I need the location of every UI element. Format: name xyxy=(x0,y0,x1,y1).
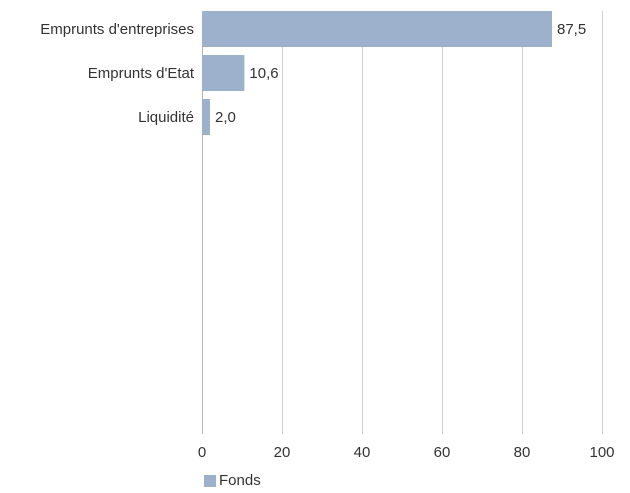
bar xyxy=(202,99,210,135)
legend-swatch-fonds xyxy=(204,474,216,487)
category-label: Emprunts d'entreprises xyxy=(40,21,194,38)
bars xyxy=(202,11,552,135)
x-tick-label: 80 xyxy=(514,444,531,461)
bar xyxy=(202,11,552,47)
legend: Fonds xyxy=(204,472,261,489)
category-label: Emprunts d'Etat xyxy=(88,65,195,82)
data-labels: 87,5 10,6 2,0 xyxy=(215,21,586,126)
data-label: 2,0 xyxy=(215,109,236,126)
x-tick-label: 40 xyxy=(354,444,371,461)
x-tick-label: 100 xyxy=(589,444,614,461)
bar xyxy=(202,55,245,91)
x-tick-label: 0 xyxy=(198,444,206,461)
data-label: 87,5 xyxy=(557,21,586,38)
category-label: Liquidité xyxy=(138,109,194,126)
x-axis-tick-labels: 0 20 40 60 80 100 xyxy=(198,444,615,461)
x-tick-label: 20 xyxy=(274,444,291,461)
gridlines xyxy=(202,11,603,434)
legend-label-fonds: Fonds xyxy=(219,472,261,489)
data-label: 10,6 xyxy=(249,65,278,82)
category-labels: Emprunts d'entreprises Emprunts d'Etat Liq… xyxy=(40,21,195,126)
x-tick-label: 60 xyxy=(434,444,451,461)
